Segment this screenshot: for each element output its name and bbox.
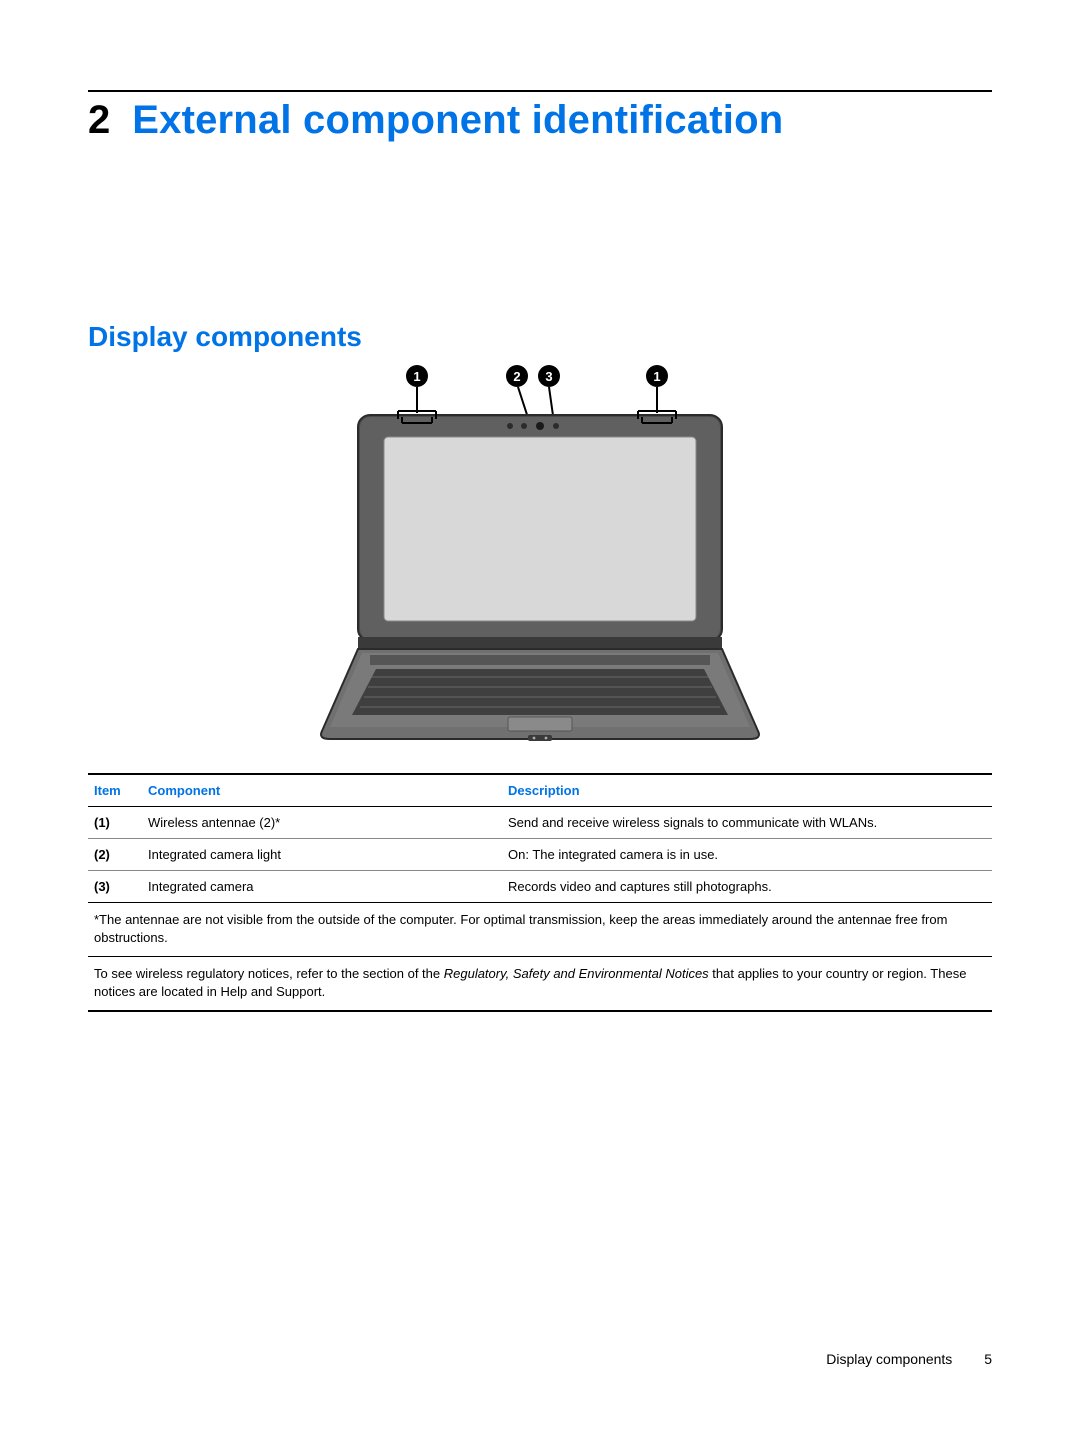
cell-component: Integrated camera bbox=[142, 871, 502, 903]
callout-2: 2 bbox=[506, 365, 528, 387]
footer-label: Display components bbox=[826, 1351, 952, 1367]
cell-item: (1) bbox=[88, 807, 142, 839]
table-row: (2) Integrated camera light On: The inte… bbox=[88, 839, 992, 871]
figure-container: 1 2 3 1 bbox=[88, 365, 992, 745]
table-footnote-2: To see wireless regulatory notices, refe… bbox=[88, 957, 992, 1012]
laptop-icon bbox=[310, 409, 770, 745]
callout-1-left: 1 bbox=[406, 365, 428, 387]
cell-description: On: The integrated camera is in use. bbox=[502, 839, 992, 871]
note-text-before: To see wireless regulatory notices, refe… bbox=[94, 966, 444, 981]
cell-item: (2) bbox=[88, 839, 142, 871]
chapter-number: 2 bbox=[88, 98, 110, 143]
cell-component: Integrated camera light bbox=[142, 839, 502, 871]
note-text: *The antennae are not visible from the o… bbox=[94, 912, 947, 945]
callout-1-right: 1 bbox=[646, 365, 668, 387]
table-row: (1) Wireless antennae (2)* Send and rece… bbox=[88, 807, 992, 839]
page-number: 5 bbox=[984, 1351, 992, 1367]
col-header-description: Description bbox=[502, 774, 992, 807]
note-text-italic: Regulatory, Safety and Environmental Not… bbox=[444, 966, 709, 981]
section-title: Display components bbox=[88, 321, 992, 353]
cell-description: Records video and captures still photogr… bbox=[502, 871, 992, 903]
table-row: (3) Integrated camera Records video and … bbox=[88, 871, 992, 903]
page: 2 External component identification Disp… bbox=[0, 0, 1080, 1437]
col-header-item: Item bbox=[88, 774, 142, 807]
chapter-heading: 2 External component identification bbox=[88, 98, 992, 143]
top-rule bbox=[88, 90, 992, 92]
components-table: Item Component Description (1) Wireless … bbox=[88, 773, 992, 903]
table-header-row: Item Component Description bbox=[88, 774, 992, 807]
callout-3: 3 bbox=[538, 365, 560, 387]
cell-component: Wireless antennae (2)* bbox=[142, 807, 502, 839]
cell-item: (3) bbox=[88, 871, 142, 903]
col-header-component: Component bbox=[142, 774, 502, 807]
chapter-title: External component identification bbox=[132, 98, 783, 143]
cell-description: Send and receive wireless signals to com… bbox=[502, 807, 992, 839]
laptop-figure: 1 2 3 1 bbox=[310, 365, 770, 745]
page-footer: Display components 5 bbox=[826, 1351, 992, 1367]
table-footnote-1: *The antennae are not visible from the o… bbox=[88, 903, 992, 957]
